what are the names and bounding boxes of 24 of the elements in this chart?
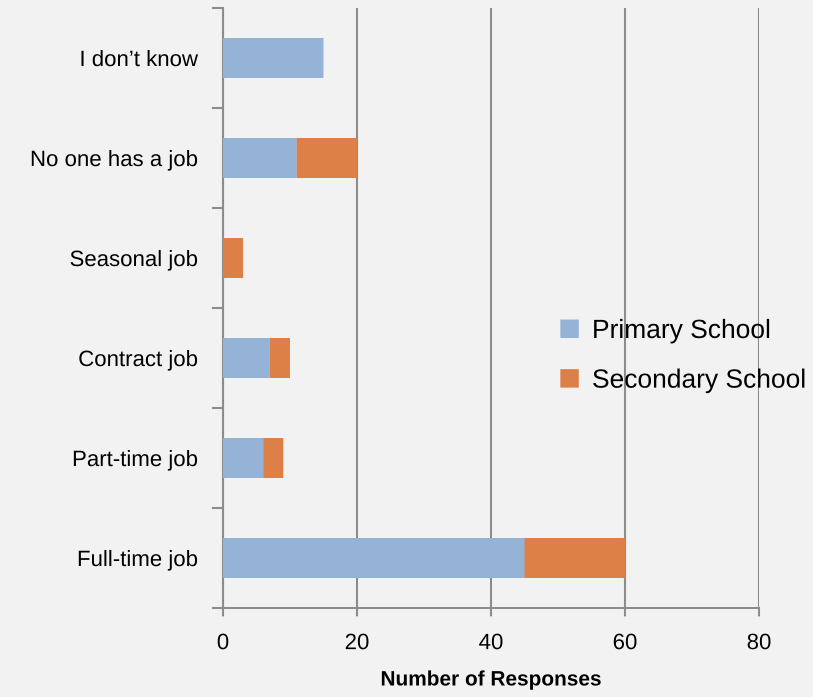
legend-label: Secondary School bbox=[593, 368, 804, 394]
bar bbox=[223, 538, 524, 578]
bar bbox=[223, 138, 297, 178]
x-axis-title: Number of Responses bbox=[382, 670, 601, 690]
y-tick-label: Contract job bbox=[79, 350, 198, 371]
x-tick-label: 0 bbox=[218, 634, 228, 650]
bar bbox=[524, 538, 625, 578]
bar bbox=[223, 438, 264, 478]
x-tick-label: 20 bbox=[346, 634, 368, 650]
y-tick-label: No one has a job bbox=[32, 150, 198, 171]
bar bbox=[296, 138, 357, 178]
bar bbox=[270, 338, 290, 378]
bar bbox=[223, 38, 324, 78]
legend-label: Primary School bbox=[594, 318, 770, 344]
x-tick-label: 40 bbox=[479, 634, 502, 650]
y-tick-label: Part-time job bbox=[74, 450, 198, 471]
bar bbox=[263, 438, 284, 478]
y-tick-label: Full-time job bbox=[78, 550, 198, 571]
y-tick-label: Seasonal job bbox=[70, 250, 198, 271]
bar bbox=[223, 338, 270, 378]
bar bbox=[223, 238, 244, 278]
y-tick-label: I don’t know bbox=[81, 50, 198, 66]
x-tick-label: 60 bbox=[614, 634, 636, 650]
x-tick-label: 80 bbox=[748, 634, 770, 650]
